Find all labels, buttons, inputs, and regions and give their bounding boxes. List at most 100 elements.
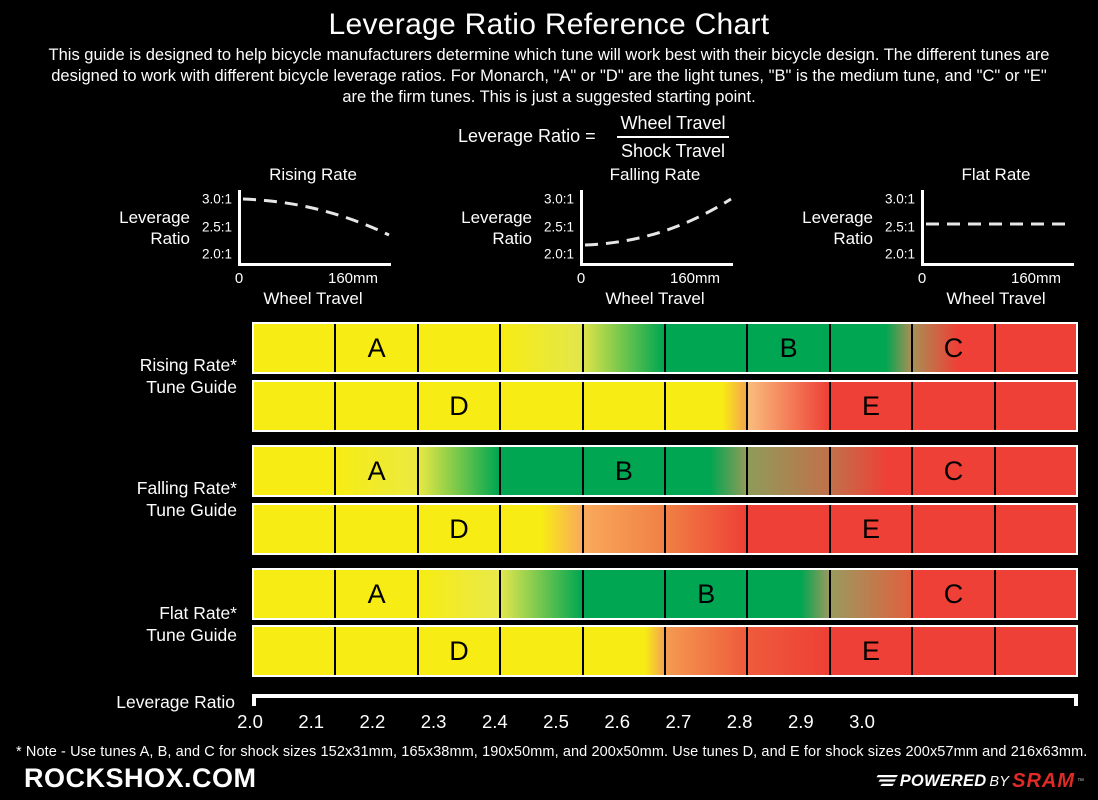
tune-bar-segment: C bbox=[911, 570, 994, 618]
y-axis-label: Leverage Ratio bbox=[771, 207, 873, 249]
tune-bar-segment bbox=[664, 505, 747, 553]
x-tick-0: 0 bbox=[576, 270, 586, 287]
tune-letter-C: C bbox=[943, 578, 964, 609]
guide-label-line2: Tune Guide bbox=[146, 625, 237, 645]
tune-bar-segment bbox=[911, 382, 994, 430]
tune-bar-segment bbox=[828, 447, 912, 495]
tune-letter-E: E bbox=[862, 390, 881, 421]
tune-bar-segment: D bbox=[416, 505, 500, 553]
formula-numerator: Wheel Travel bbox=[620, 113, 726, 133]
tune-bar-segment bbox=[911, 627, 994, 675]
tune-bar-segment bbox=[499, 505, 582, 553]
y-axis-label: Leverage Ratio bbox=[88, 207, 190, 249]
tune-bar-segment bbox=[746, 447, 829, 495]
tune-bar-segment bbox=[581, 324, 665, 372]
sram-wordmark: SRAM bbox=[1012, 770, 1075, 792]
tune-letter-E: E bbox=[862, 513, 881, 544]
tune-bar-segment bbox=[993, 447, 1077, 495]
tune-bar-segment: E bbox=[828, 505, 912, 553]
tune-letter-B: B bbox=[779, 332, 798, 363]
fraction-line bbox=[617, 136, 729, 138]
tune-bar-segment: E bbox=[828, 382, 912, 430]
y-axis-label: Leverage Ratio bbox=[430, 207, 532, 249]
tune-bar-segment bbox=[828, 324, 912, 372]
axis-tick-2.2: 2.2 bbox=[359, 711, 386, 732]
guide-label-line2: Tune Guide bbox=[146, 500, 237, 520]
tune-bar-segment bbox=[416, 447, 500, 495]
tune-bar-segment bbox=[499, 570, 582, 618]
by-text: BY bbox=[989, 773, 1010, 790]
y-tick-2: 2.0:1 bbox=[884, 246, 915, 262]
tune-bar-segment: D bbox=[416, 627, 500, 675]
x-tick-0: 0 bbox=[917, 270, 927, 287]
chart-title: Flat Rate bbox=[961, 165, 1031, 184]
tune-letter-A: A bbox=[367, 578, 386, 609]
x-axis-label: Wheel Travel bbox=[605, 289, 705, 308]
rising-rate-tune-bar-abc: A B C bbox=[252, 322, 1078, 374]
falling-rate-tune-guide-label: Falling Rate* Tune Guide bbox=[30, 477, 237, 521]
tune-letter-E: E bbox=[862, 635, 881, 666]
tune-bar-segment bbox=[254, 447, 335, 495]
y-axis-label-line1: Leverage bbox=[119, 208, 190, 227]
page-title: Leverage Ratio Reference Chart bbox=[328, 8, 770, 41]
guide-label-line1: Rising Rate* bbox=[139, 355, 237, 375]
tune-bar-segment: A bbox=[334, 570, 417, 618]
falling-rate-curve bbox=[584, 197, 732, 247]
x-tick-160: 160mm bbox=[327, 270, 379, 287]
powered-text: POWERED bbox=[899, 772, 987, 790]
tune-bar-segment bbox=[664, 447, 747, 495]
tune-letter-D: D bbox=[449, 635, 469, 666]
y-axis-label-line1: Leverage bbox=[802, 208, 873, 227]
y-axis-label-line2: Ratio bbox=[833, 229, 873, 248]
tune-bar-segment bbox=[664, 382, 747, 430]
axis-tick-2.1: 2.1 bbox=[298, 711, 325, 732]
tune-bar-segment bbox=[334, 505, 417, 553]
tune-bar-segment bbox=[499, 382, 582, 430]
tune-bar-segment bbox=[828, 570, 912, 618]
rockshox-logo: ROCKSHOX.COM bbox=[24, 763, 257, 793]
leverage-ratio-axis-label: Leverage Ratio bbox=[116, 692, 235, 712]
plot-area bbox=[580, 190, 733, 266]
y-tick-25: 2.5:1 bbox=[201, 219, 232, 235]
tune-bar-segment: C bbox=[911, 447, 994, 495]
tune-letter-B: B bbox=[614, 455, 633, 486]
tune-letter-D: D bbox=[449, 513, 469, 544]
chart-title: Rising Rate bbox=[269, 165, 357, 184]
x-tick-0: 0 bbox=[234, 270, 244, 287]
flat-rate-curve bbox=[926, 222, 1072, 226]
y-tick-3: 3.0:1 bbox=[884, 191, 915, 207]
tune-bar-segment bbox=[499, 447, 582, 495]
tune-bar-segment: B bbox=[664, 570, 747, 618]
formula-label: Leverage Ratio = bbox=[458, 126, 596, 146]
axis-tick-3.0: 3.0 bbox=[849, 711, 875, 732]
footnote: * Note - Use tunes A, B, and C for shock… bbox=[16, 744, 1088, 760]
tune-bar-segment bbox=[254, 382, 335, 430]
plot-area bbox=[238, 190, 391, 266]
tune-bar-segment bbox=[254, 324, 335, 372]
speed-lines-icon bbox=[876, 775, 898, 786]
trademark-symbol: ™ bbox=[1077, 778, 1084, 785]
flat-rate-tune-guide-label: Flat Rate* Tune Guide bbox=[30, 602, 237, 646]
axis-tick-2.8: 2.8 bbox=[726, 711, 753, 732]
tune-bar-segment bbox=[499, 324, 582, 372]
guide-label-line1: Falling Rate* bbox=[136, 478, 237, 498]
tune-bar-segment bbox=[746, 382, 829, 430]
tune-letter-C: C bbox=[943, 455, 964, 486]
tune-bar-segment bbox=[334, 382, 417, 430]
y-tick-3: 3.0:1 bbox=[201, 191, 232, 207]
tune-letter-D: D bbox=[449, 390, 469, 421]
y-tick-2: 2.0:1 bbox=[201, 246, 232, 262]
tune-bar-segment bbox=[416, 324, 500, 372]
tune-bar-segment bbox=[993, 505, 1077, 553]
tune-bar-segment: A bbox=[334, 447, 417, 495]
tune-bar-segment bbox=[254, 570, 335, 618]
rising-rate-chart: Rising Rate Leverage Ratio 3.0:1 2.5:1 2… bbox=[119, 165, 391, 308]
tune-bar-segment bbox=[664, 324, 747, 372]
rising-rate-curve bbox=[242, 197, 390, 237]
axis-tick-2.5: 2.5 bbox=[543, 711, 569, 732]
y-tick-3: 3.0:1 bbox=[543, 191, 574, 207]
axis-tick-2.7: 2.7 bbox=[665, 711, 692, 732]
